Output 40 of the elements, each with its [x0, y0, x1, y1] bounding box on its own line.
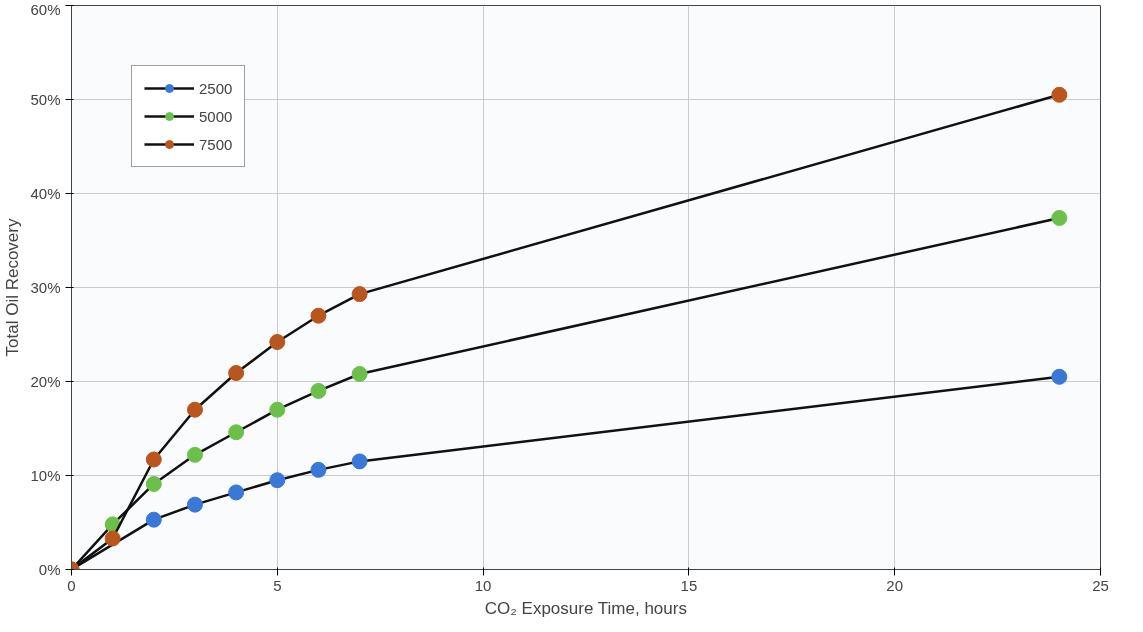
point [351, 365, 368, 382]
x-tick-label: 25 [1092, 576, 1109, 594]
point [269, 334, 286, 351]
y-axis-title: Total Oil Recovery [3, 218, 23, 357]
point [186, 401, 203, 418]
point [145, 511, 162, 528]
point [351, 286, 368, 303]
x-tick-label: 15 [680, 576, 698, 594]
point [186, 446, 203, 463]
legend-label: 7500 [199, 135, 233, 153]
x-tick-label: 5 [273, 576, 282, 594]
y-tick-label: 40% [30, 185, 61, 202]
point [1051, 86, 1068, 103]
point [228, 424, 245, 441]
point [228, 365, 245, 382]
y-tick-label: 60% [30, 0, 61, 18]
y-tick-label: 10% [30, 467, 61, 484]
x-axis-title: CO₂ Exposure Time, hours [484, 598, 687, 618]
point [1051, 368, 1068, 385]
legend-label: 5000 [199, 107, 233, 125]
point [269, 472, 286, 489]
point [310, 307, 327, 324]
y-tick-label: 0% [38, 561, 61, 578]
y-tick-label: 20% [30, 373, 61, 390]
point [104, 530, 121, 547]
point [269, 401, 286, 418]
point [1051, 209, 1068, 226]
point [145, 451, 162, 468]
point [228, 484, 245, 501]
point [145, 475, 162, 492]
x-tick-label: 20 [886, 576, 904, 594]
y-tick-label: 50% [30, 91, 61, 108]
y-tick-label: 30% [30, 279, 61, 296]
legend-label: 2500 [199, 79, 233, 97]
x-tick-label: 10 [474, 576, 492, 594]
point [310, 461, 327, 478]
x-tick-label: 0 [67, 576, 76, 594]
point [351, 453, 368, 470]
point [310, 382, 327, 399]
point [186, 496, 203, 513]
